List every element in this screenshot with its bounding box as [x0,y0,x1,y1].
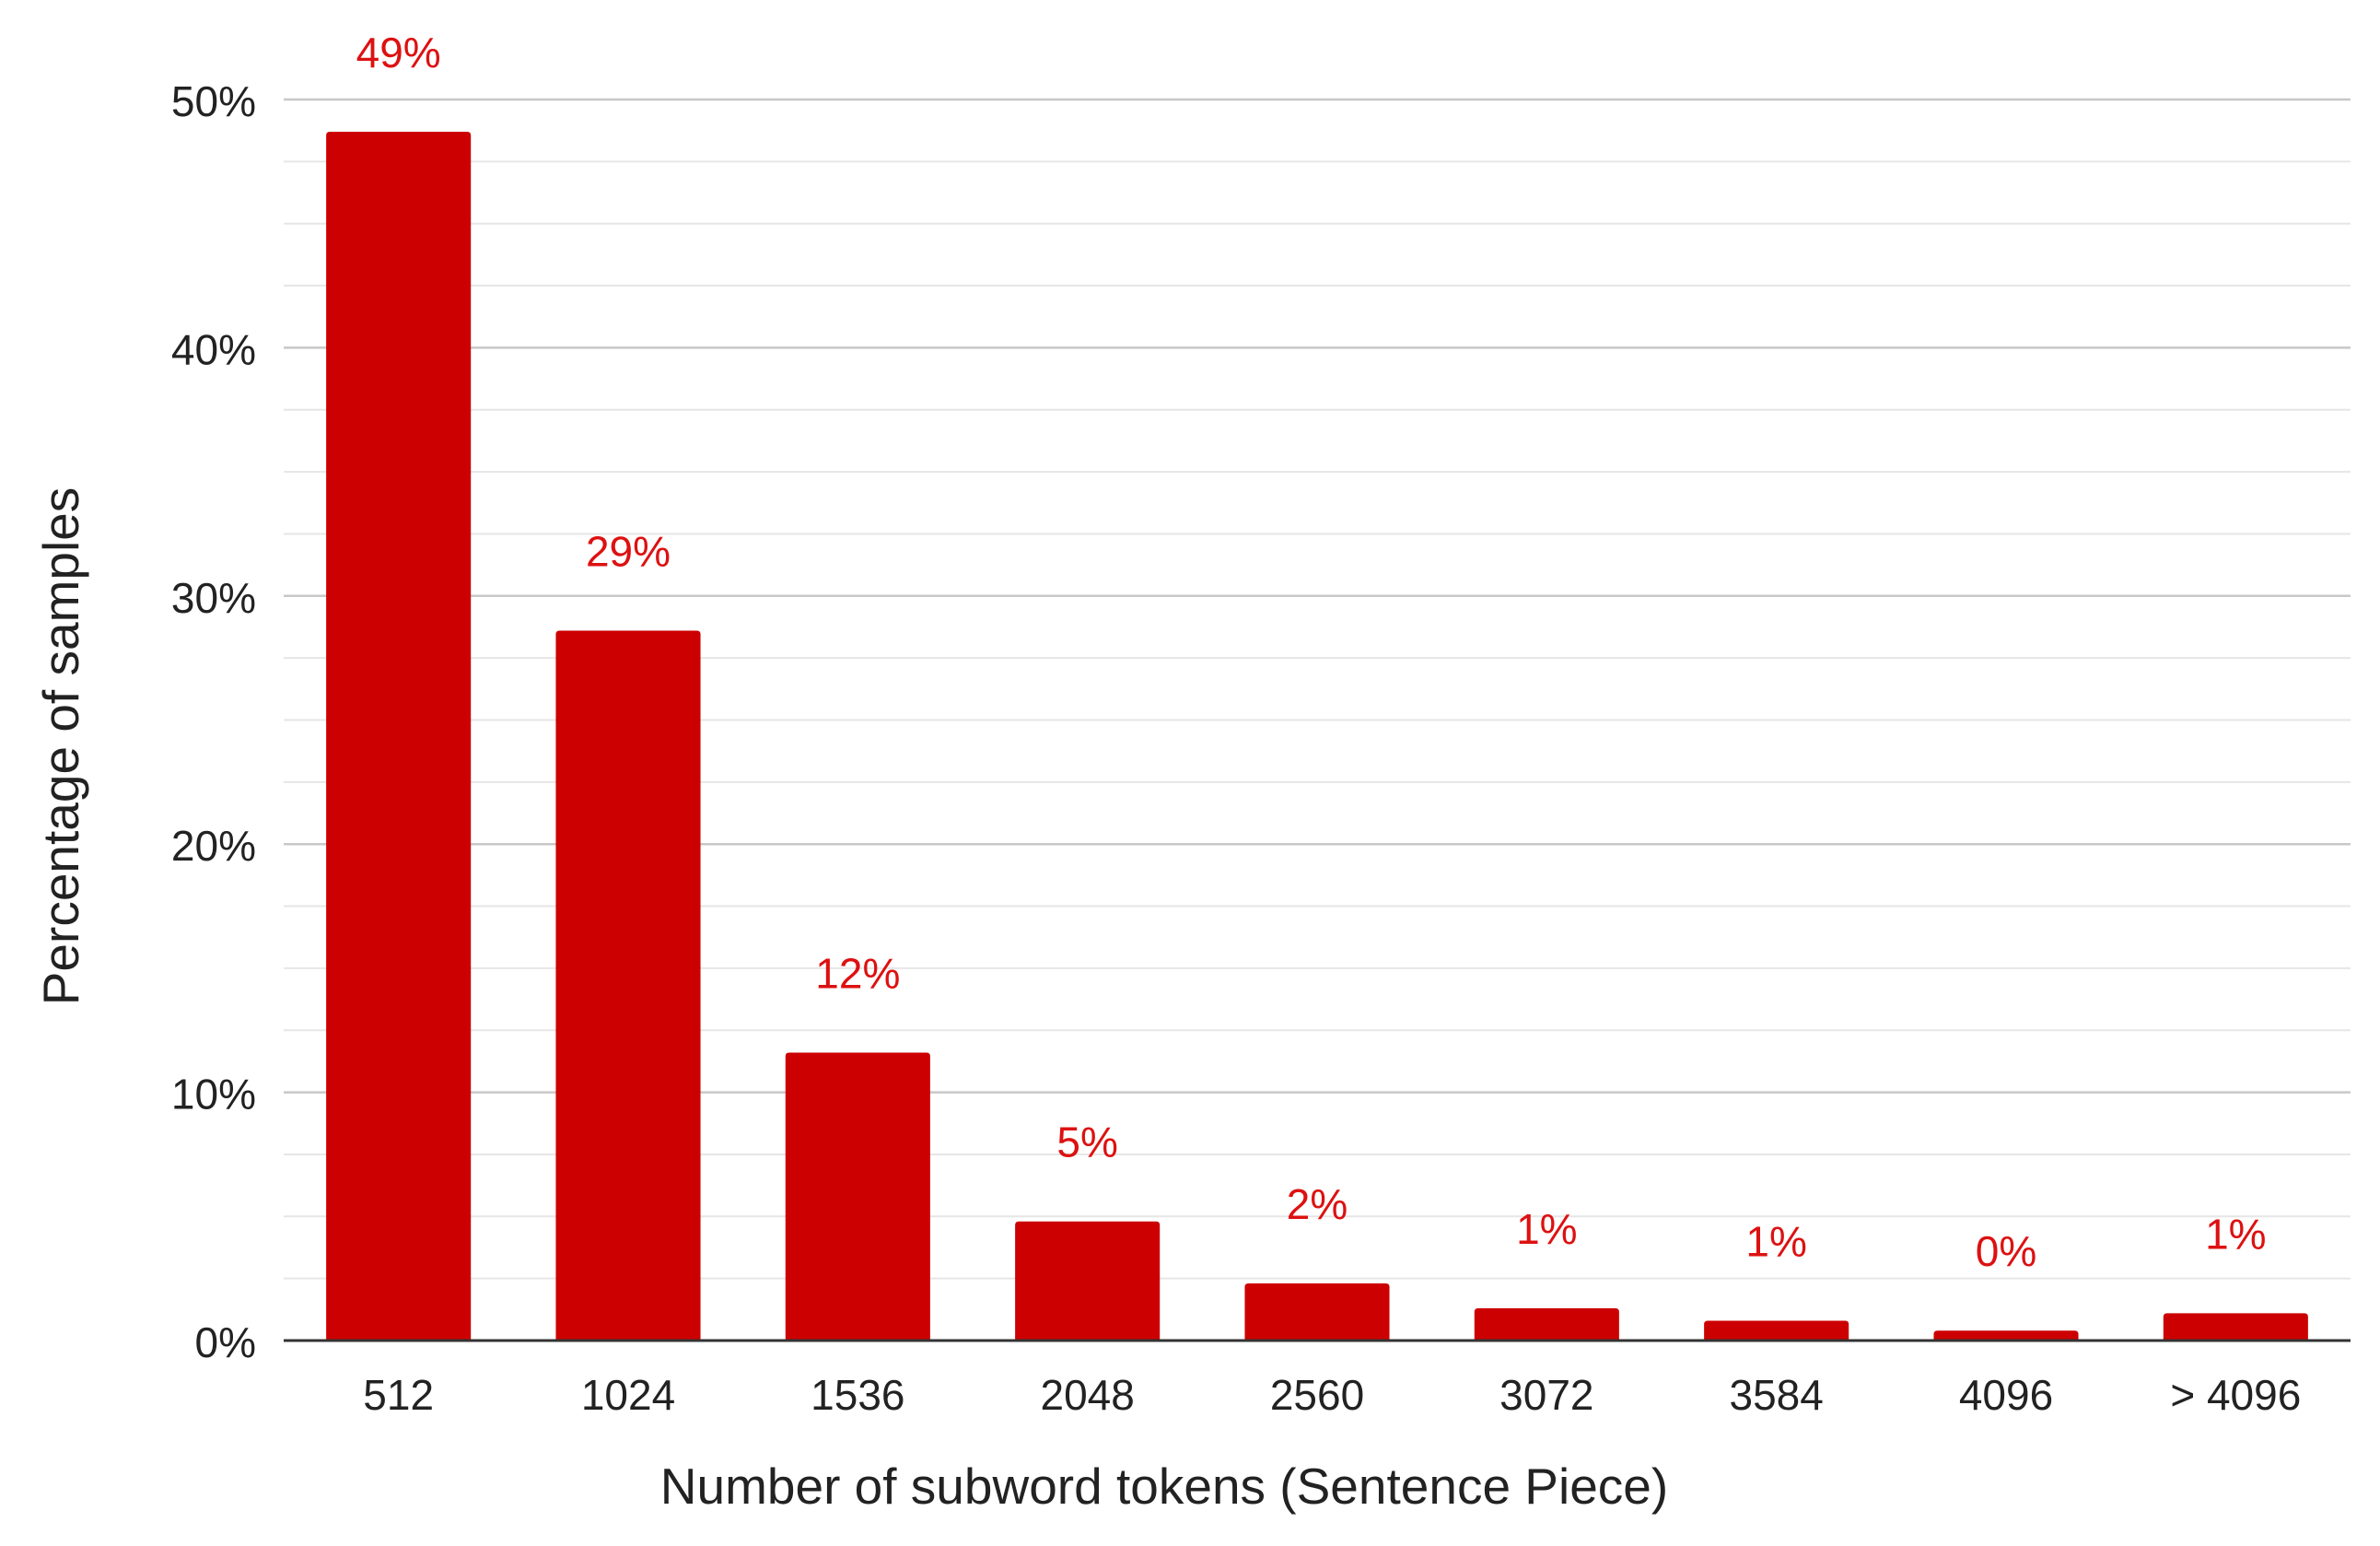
y-tick-label: 50% [171,77,256,125]
x-tick-label: 1024 [581,1371,675,1419]
bar-3072 [1474,1307,1619,1341]
x-tick-label: 4096 [1959,1371,2053,1419]
bar-3584 [1704,1320,1849,1341]
bar-1536 [785,1052,930,1341]
bars [326,132,2308,1341]
x-tick-label: 3584 [1729,1371,1823,1419]
data-label: 1% [1745,1217,1806,1265]
data-label: 0% [1976,1227,2036,1275]
x-tick-label: 512 [363,1371,434,1419]
data-label: 2% [1287,1180,1348,1228]
bar-512 [326,132,472,1341]
y-tick-label: 30% [171,574,256,622]
y-axis-title: Percentage of samples [32,487,89,1006]
data-label: 5% [1056,1119,1117,1166]
x-tick-label: 1536 [811,1371,904,1419]
bar-4096 [2163,1313,2308,1341]
bar-4096 [1933,1330,2079,1341]
data-label: 1% [2205,1210,2266,1258]
data-label: 12% [815,949,900,997]
y-tick-label: 20% [171,822,256,870]
x-tick-label: 2048 [1040,1371,1134,1419]
bar-2560 [1244,1283,1390,1341]
data-label: 1% [1516,1205,1577,1253]
bar-1024 [555,630,701,1341]
data-label: 49% [356,29,441,76]
bar-2048 [1015,1221,1161,1341]
y-tick-label: 0% [195,1318,256,1366]
x-tick-label: 3072 [1499,1371,1593,1419]
data-label: 29% [586,528,671,576]
y-tick-label: 40% [171,325,256,373]
x-tick-label: 2560 [1270,1371,1364,1419]
axes: 0% 10% 20% 30% 40% 50% 512 1024 1536 2048 2560 3072… [171,77,2351,1419]
data-labels: 49% 29% 12% 5% 2% 1% 1% 0% 1% [356,29,2267,1275]
y-tick-label: 10% [171,1071,256,1119]
x-tick-label: > 4096 [2170,1371,2301,1419]
x-axis-title: Number of subword tokens (Sentence Piece… [660,1458,1668,1515]
